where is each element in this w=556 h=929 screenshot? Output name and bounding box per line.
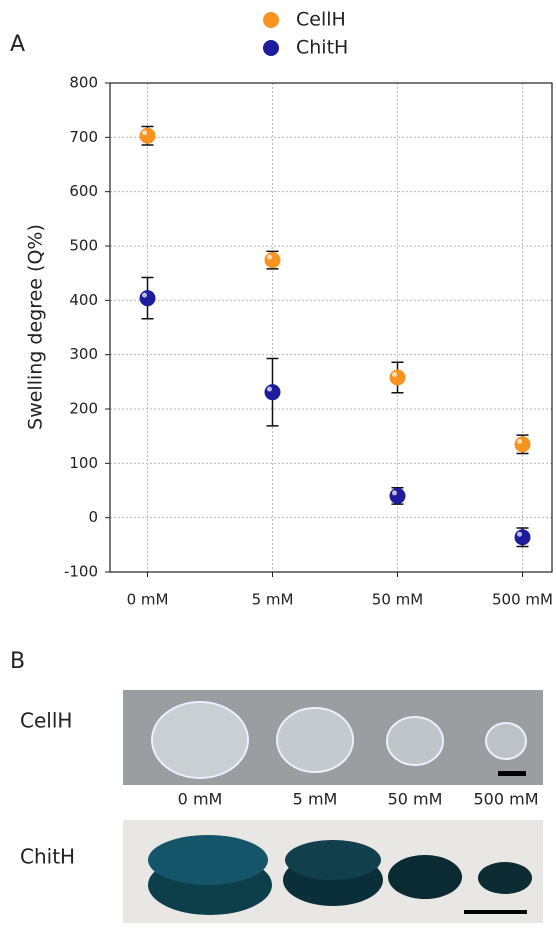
y-tick-label: 300 [69, 345, 98, 363]
y-tick-label: 200 [69, 400, 98, 418]
highlight [267, 386, 272, 392]
photo-cellh [123, 690, 543, 785]
y-tick-label: 700 [69, 128, 98, 146]
photo-chith [123, 820, 543, 923]
y-tick-label: 800 [69, 74, 98, 92]
column-label: 500 mM [473, 790, 538, 809]
row-label: ChitH [20, 845, 75, 869]
data-point [264, 252, 281, 269]
y-tick-label: 400 [69, 291, 98, 309]
legend-label: CellH [296, 9, 346, 31]
data-point [139, 127, 156, 144]
data-point [139, 290, 156, 307]
legend-marker [263, 40, 279, 56]
legend-label: ChitH [296, 37, 348, 59]
row-label: CellH [20, 709, 72, 733]
highlight [392, 490, 397, 496]
x-tick-label: 50 mM [372, 591, 423, 609]
data-point [264, 384, 281, 401]
highlight [142, 130, 147, 136]
plot-frame [109, 82, 553, 573]
highlight [142, 292, 147, 298]
data-point [389, 487, 406, 504]
data-point [514, 436, 531, 453]
data-point [389, 369, 406, 386]
highlight [517, 531, 522, 537]
y-tick-label: -100 [64, 563, 98, 581]
highlight [267, 254, 272, 260]
column-label: 5 mM [293, 790, 338, 809]
legend-marker [263, 12, 279, 28]
highlight [517, 438, 522, 444]
highlight [392, 371, 397, 377]
data-point [514, 529, 531, 546]
y-tick-label: 100 [69, 454, 98, 472]
column-label: 50 mM [388, 790, 443, 809]
y-axis-label: Swelling degree (Q%) [25, 224, 47, 430]
x-tick-label: 5 mM [252, 591, 294, 609]
x-tick-label: 500 mM [492, 591, 553, 609]
x-tick-label: 0 mM [127, 591, 169, 609]
panel-label: A [10, 32, 25, 57]
y-tick-label: 600 [69, 182, 98, 200]
y-tick-label: 0 [88, 508, 98, 526]
panel-label: B [10, 649, 25, 674]
column-label: 0 mM [178, 790, 223, 809]
y-tick-label: 500 [69, 237, 98, 255]
